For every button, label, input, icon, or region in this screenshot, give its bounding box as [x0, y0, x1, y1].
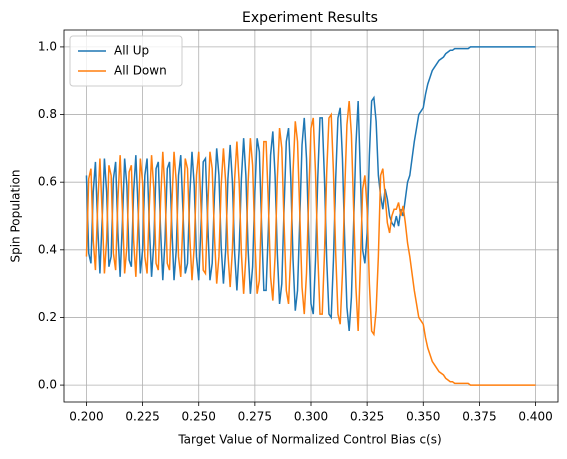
x-tick-label: 0.275	[238, 410, 272, 424]
legend-label: All Down	[114, 64, 167, 78]
plot-frame	[63, 29, 559, 403]
x-tick-label: 0.400	[518, 410, 552, 424]
legend-label: All Up	[114, 44, 149, 58]
x-tick-label: 0.225	[125, 410, 159, 424]
data-line	[85, 46, 536, 332]
y-tick-label: 0.0	[38, 378, 57, 392]
y-tick-label: 0.6	[38, 175, 57, 189]
y-tick-label: 0.2	[38, 310, 57, 324]
x-tick-label: 0.350	[406, 410, 440, 424]
x-axis-label: Target Value of Normalized Control Bias …	[177, 433, 441, 447]
y-tick-label: 0.4	[38, 242, 57, 256]
data-line	[85, 100, 536, 386]
x-tick-label: 0.300	[294, 410, 328, 424]
y-tick-label: 0.8	[38, 107, 57, 121]
x-tick-label: 0.375	[462, 410, 496, 424]
y-tick-label: 1.0	[38, 39, 57, 53]
x-tick-label: 0.200	[69, 410, 103, 424]
x-tick-label: 0.250	[182, 410, 216, 424]
legend-box	[69, 35, 183, 87]
chart-title: Experiment Results	[242, 10, 378, 26]
y-axis-label: Spin Population	[9, 169, 23, 262]
x-tick-label: 0.325	[350, 410, 384, 424]
